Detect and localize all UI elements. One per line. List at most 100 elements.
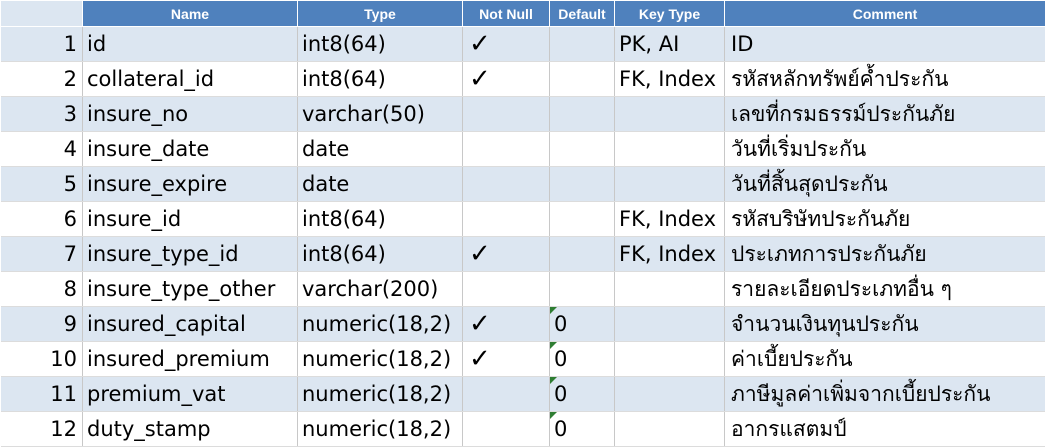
type-cell[interactable]: numeric(18,2) — [298, 412, 463, 447]
default-cell-text: 0 — [554, 347, 567, 371]
default-cell[interactable] — [550, 132, 615, 167]
default-cell-text: 0 — [554, 417, 567, 441]
row-number-cell[interactable]: 4 — [1, 132, 83, 167]
not-null-cell[interactable] — [463, 132, 550, 167]
name-cell[interactable]: premium_vat — [83, 377, 298, 412]
comment-cell[interactable]: จำนวนเงินทุนประกัน — [725, 307, 1045, 342]
comment-cell[interactable]: ภาษีมูลค่าเพิ่มจากเบี้ยประกัน — [725, 377, 1045, 412]
type-cell[interactable]: date — [298, 167, 463, 202]
type-cell[interactable]: numeric(18,2) — [298, 377, 463, 412]
not-null-cell[interactable] — [463, 412, 550, 447]
comment-cell[interactable]: วันที่สิ้นสุดประกัน — [725, 167, 1045, 202]
name-cell[interactable]: insure_id — [83, 202, 298, 237]
not-null-cell[interactable]: ✓ — [463, 342, 550, 377]
type-cell[interactable]: numeric(18,2) — [298, 342, 463, 377]
type-cell[interactable]: varchar(200) — [298, 272, 463, 307]
default-cell[interactable] — [550, 202, 615, 237]
row-number-cell[interactable]: 7 — [1, 237, 83, 272]
default-cell[interactable] — [550, 62, 615, 97]
not-null-cell[interactable]: ✓ — [463, 27, 550, 62]
row-number-cell[interactable]: 3 — [1, 97, 83, 132]
type-cell[interactable]: date — [298, 132, 463, 167]
comment-cell[interactable]: ID — [725, 27, 1045, 62]
default-cell[interactable]: 0 — [550, 377, 615, 412]
not-null-cell[interactable] — [463, 97, 550, 132]
header-not-null[interactable]: Not Null — [463, 1, 550, 27]
default-cell[interactable]: 0 — [550, 342, 615, 377]
not-null-cell[interactable]: ✓ — [463, 307, 550, 342]
header-row-number[interactable] — [1, 1, 83, 27]
comment-cell[interactable]: วันที่เริ่มประกัน — [725, 132, 1045, 167]
key-type-cell[interactable] — [615, 167, 725, 202]
key-type-cell[interactable] — [615, 342, 725, 377]
type-cell[interactable]: int8(64) — [298, 62, 463, 97]
not-null-cell[interactable] — [463, 167, 550, 202]
key-type-cell[interactable] — [615, 412, 725, 447]
key-type-cell[interactable] — [615, 377, 725, 412]
key-type-cell[interactable]: FK, Index — [615, 202, 725, 237]
name-cell[interactable]: id — [83, 27, 298, 62]
key-type-cell[interactable]: PK, AI — [615, 27, 725, 62]
row-number-cell[interactable]: 2 — [1, 62, 83, 97]
not-null-cell[interactable]: ✓ — [463, 62, 550, 97]
header-default[interactable]: Default — [550, 1, 615, 27]
key-type-cell[interactable] — [615, 272, 725, 307]
row-number-cell[interactable]: 8 — [1, 272, 83, 307]
comment-cell-text: เลขที่กรมธรรม์ประกันภัย — [731, 102, 955, 126]
header-type[interactable]: Type — [298, 1, 463, 27]
row-number-cell[interactable]: 6 — [1, 202, 83, 237]
key-type-cell[interactable] — [615, 132, 725, 167]
name-cell[interactable]: insure_date — [83, 132, 298, 167]
checkmark-icon: ✓ — [469, 309, 491, 339]
name-cell-text: insure_type_other — [87, 277, 275, 301]
row-number-cell[interactable]: 10 — [1, 342, 83, 377]
type-cell[interactable]: int8(64) — [298, 27, 463, 62]
type-cell[interactable]: int8(64) — [298, 202, 463, 237]
comment-cell[interactable]: รหัสบริษัทประกันภัย — [725, 202, 1045, 237]
key-type-cell[interactable]: FK, Index — [615, 237, 725, 272]
comment-cell[interactable]: รายละเอียดประเภทอื่น ๆ — [725, 272, 1045, 307]
header-name[interactable]: Name — [83, 1, 298, 27]
default-cell[interactable]: 0 — [550, 412, 615, 447]
name-cell[interactable]: duty_stamp — [83, 412, 298, 447]
comment-cell[interactable]: ค่าเบี้ยประกัน — [725, 342, 1045, 377]
not-null-cell[interactable] — [463, 377, 550, 412]
name-cell[interactable]: collateral_id — [83, 62, 298, 97]
default-cell[interactable] — [550, 237, 615, 272]
comment-cell[interactable]: รหัสหลักทรัพย์ค้ำประกัน — [725, 62, 1045, 97]
key-type-cell[interactable]: FK, Index — [615, 62, 725, 97]
type-cell[interactable]: int8(64) — [298, 237, 463, 272]
row-number-cell[interactable]: 11 — [1, 377, 83, 412]
type-cell[interactable]: varchar(50) — [298, 97, 463, 132]
key-type-cell[interactable] — [615, 97, 725, 132]
default-cell[interactable] — [550, 27, 615, 62]
row-number-cell-text: 4 — [64, 137, 77, 161]
comment-cell[interactable]: ประเภทการประกันภัย — [725, 237, 1045, 272]
not-null-cell[interactable] — [463, 272, 550, 307]
not-null-cell[interactable] — [463, 202, 550, 237]
default-cell[interactable]: 0 — [550, 307, 615, 342]
row-number-cell[interactable]: 5 — [1, 167, 83, 202]
name-cell[interactable]: insure_type_other — [83, 272, 298, 307]
type-cell[interactable]: numeric(18,2) — [298, 307, 463, 342]
not-null-cell[interactable]: ✓ — [463, 237, 550, 272]
row-number-cell-text: 2 — [64, 67, 77, 91]
comment-cell[interactable]: เลขที่กรมธรรม์ประกันภัย — [725, 97, 1045, 132]
default-cell[interactable] — [550, 167, 615, 202]
name-cell[interactable]: insure_expire — [83, 167, 298, 202]
comment-cell[interactable]: อากรแสตมป์ — [725, 412, 1045, 447]
row-number-cell[interactable]: 1 — [1, 27, 83, 62]
name-cell[interactable]: insure_type_id — [83, 237, 298, 272]
row-number-cell[interactable]: 9 — [1, 307, 83, 342]
row-number-cell[interactable]: 12 — [1, 412, 83, 447]
comment-cell-text: วันที่เริ่มประกัน — [731, 137, 866, 161]
default-cell[interactable] — [550, 272, 615, 307]
name-cell-text: insured_capital — [87, 312, 246, 336]
header-key-type[interactable]: Key Type — [615, 1, 725, 27]
name-cell[interactable]: insured_capital — [83, 307, 298, 342]
header-comment[interactable]: Comment — [725, 1, 1045, 27]
name-cell[interactable]: insured_premium — [83, 342, 298, 377]
name-cell[interactable]: insure_no — [83, 97, 298, 132]
default-cell[interactable] — [550, 97, 615, 132]
key-type-cell[interactable] — [615, 307, 725, 342]
